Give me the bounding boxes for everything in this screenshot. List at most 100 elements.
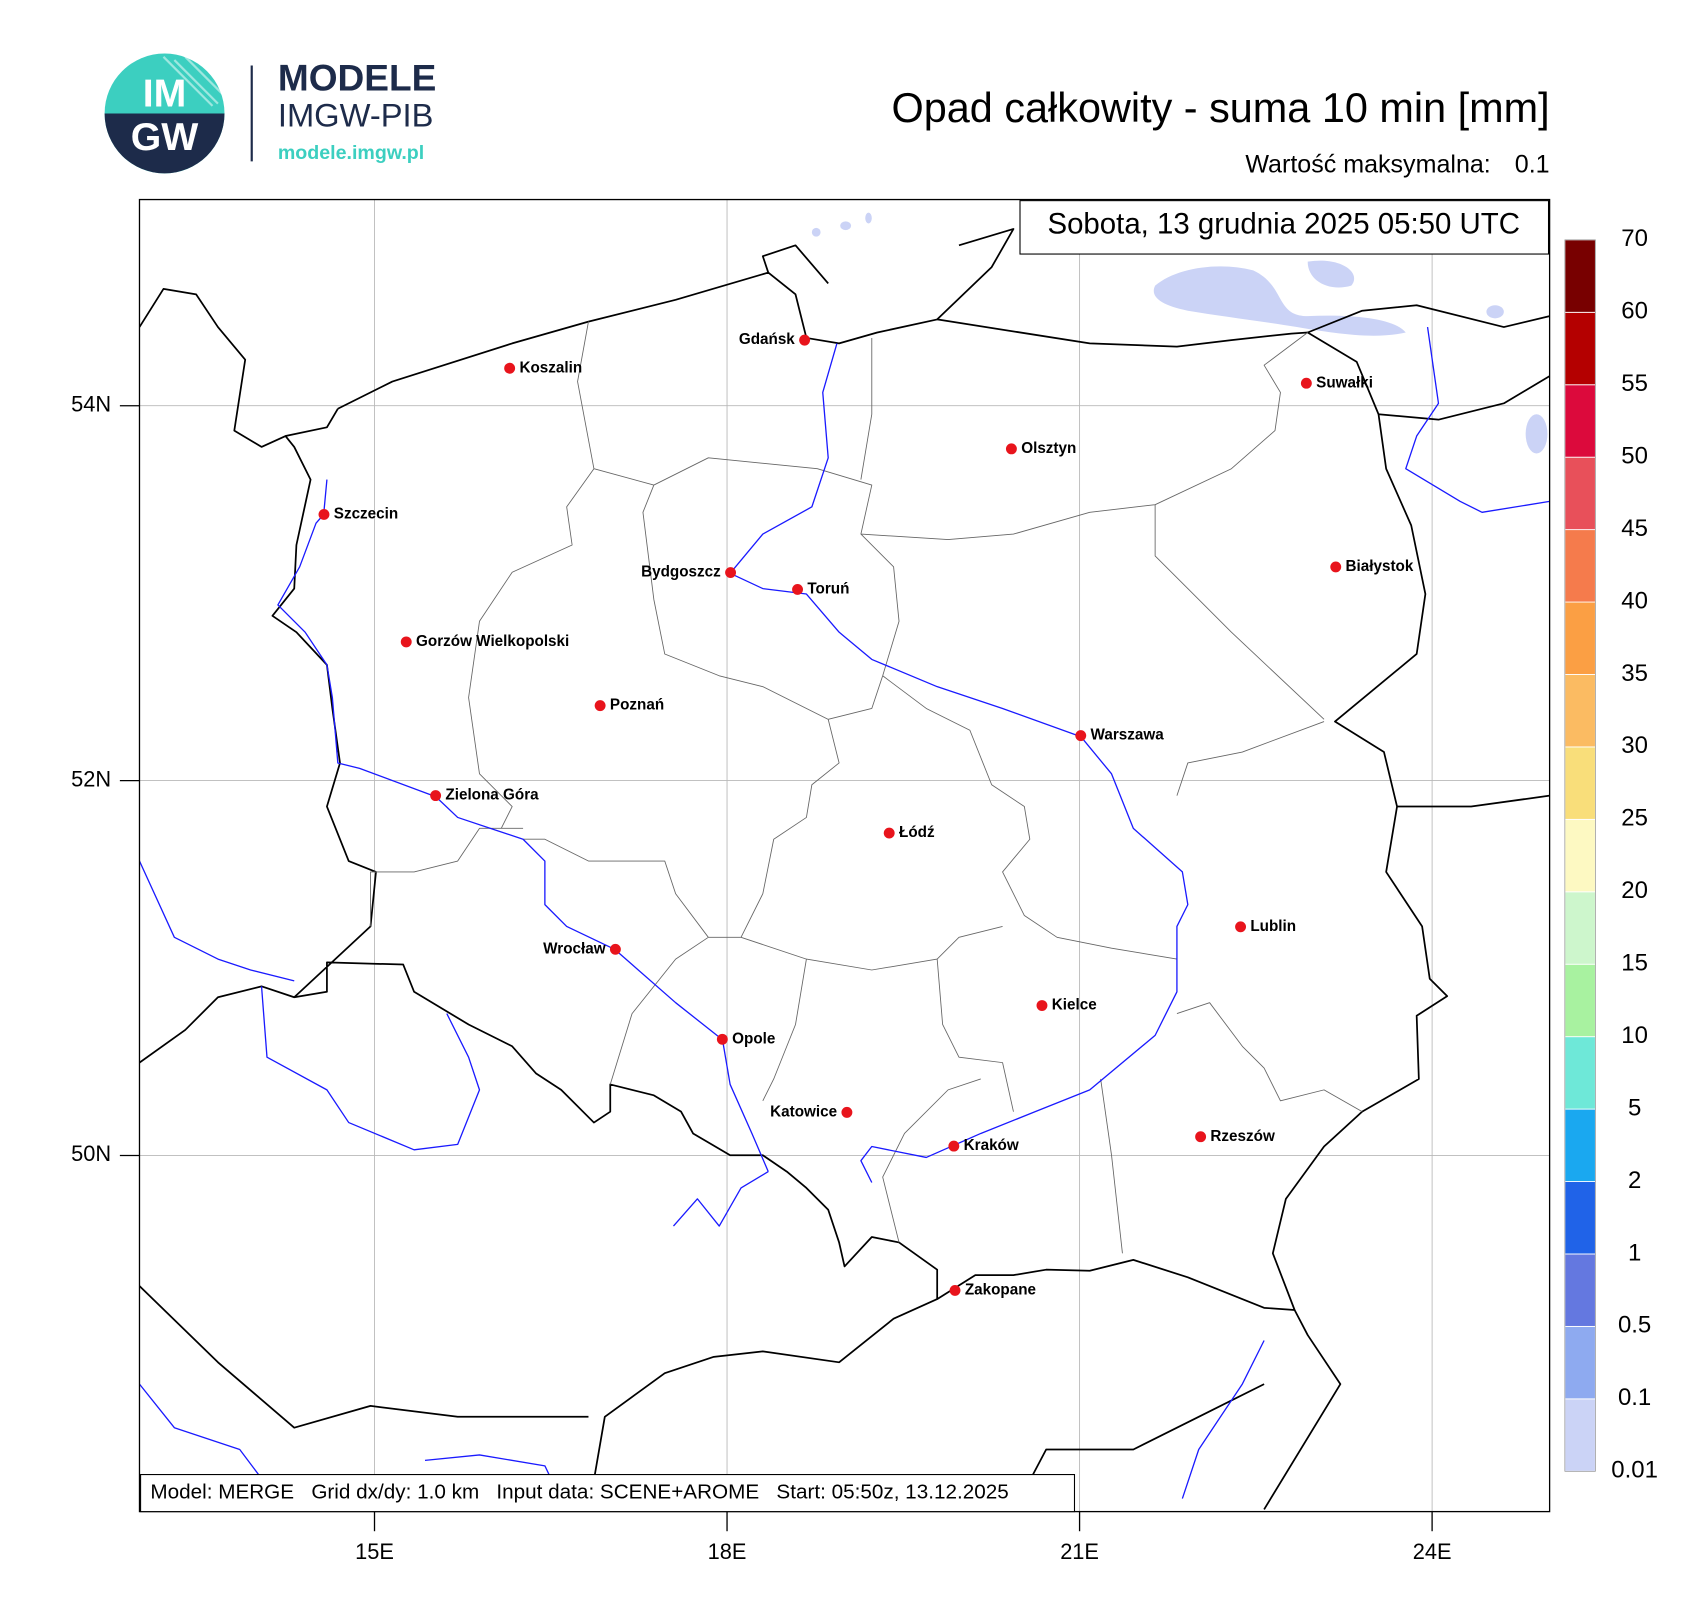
x-tick-label: 24E (1413, 1539, 1452, 1564)
city-label: Lublin (1250, 918, 1296, 935)
colorbar-label: 15 (1621, 950, 1648, 977)
footer-box (140, 1474, 1076, 1513)
x-tick-label: 15E (355, 1539, 394, 1564)
colorbar-label: 55 (1621, 370, 1648, 397)
city-label: Warszawa (1091, 727, 1165, 744)
colorbar-box (1564, 818, 1596, 893)
city-marker (883, 827, 895, 839)
city-marker (1235, 921, 1247, 933)
map-background (139, 199, 1550, 1512)
city-marker (504, 362, 516, 374)
city-marker (792, 583, 803, 595)
city-marker (1075, 730, 1087, 742)
logo-name: MODELE (278, 57, 436, 99)
colorbar-label: 2 (1628, 1167, 1641, 1194)
colorbar-box (1564, 1181, 1596, 1255)
city-label: Opole (732, 1030, 775, 1047)
colorbar-label: 70 (1621, 225, 1648, 252)
city-marker (1005, 443, 1017, 455)
logo: IM GW MODELE IMGW-PIB modele.imgw.pl (104, 53, 436, 174)
footer: Model: MERGE Grid dx/dy: 1.0 km Input da… (150, 1481, 1008, 1504)
city-label: Kielce (1052, 997, 1097, 1014)
city-label: Katowice (770, 1103, 837, 1120)
colorbar-box (1564, 891, 1596, 965)
colorbar-box (1564, 746, 1596, 820)
colorbar-label: 10 (1621, 1022, 1648, 1049)
colorbar-label: 5 (1628, 1094, 1641, 1121)
city-marker (430, 790, 442, 802)
x-tick-label: 18E (708, 1539, 747, 1564)
city-label: Gdańsk (739, 331, 795, 348)
colorbar-box (1564, 1036, 1596, 1110)
colorbar-box (1564, 963, 1596, 1038)
city-label: Szczecin (334, 505, 398, 522)
colorbar-label: 35 (1621, 660, 1648, 687)
colorbar-box (1564, 311, 1596, 386)
city-label: Białystok (1346, 558, 1414, 575)
city-marker (1330, 561, 1342, 573)
max-value: 0.1 (1515, 150, 1550, 178)
x-tick-label: 21E (1060, 1539, 1099, 1564)
colorbar-box (1564, 1108, 1596, 1182)
colorbar-label: 40 (1621, 587, 1648, 614)
map-geometry (139, 212, 1550, 1512)
city-marker (318, 508, 330, 520)
city-marker (609, 943, 621, 955)
city-marker (400, 636, 412, 648)
city-label: Toruń (807, 580, 849, 597)
colorbar-label: 20 (1621, 877, 1648, 904)
date: Sobota, 13 grudnia 2025 05:50 UTC (1047, 207, 1519, 240)
colorbar-label: 1 (1628, 1239, 1641, 1266)
colorbar-label: 50 (1621, 443, 1648, 470)
colorbar-label: 30 (1621, 732, 1648, 759)
colorbar-label: 0.5 (1618, 1312, 1651, 1339)
title: Opad całkowity - suma 10 min [mm] (892, 85, 1550, 131)
colorbar-box (1564, 601, 1596, 675)
city-label: Poznań (610, 697, 664, 714)
y-tick-label: 54N (71, 391, 111, 416)
logo-top: IM (143, 71, 187, 115)
city-label: Zielona Góra (445, 787, 539, 804)
voivodeship-borders (370, 321, 1363, 1254)
max-label: Wartość maksymalna: (1245, 150, 1490, 178)
colorbar-box (1564, 1253, 1596, 1327)
city-marker (716, 1033, 728, 1045)
city-label: Bydgoszcz (641, 564, 721, 581)
city-label: Kraków (964, 1137, 1019, 1154)
colorbar-box (1564, 1325, 1596, 1400)
logo-org: IMGW-PIB (278, 96, 434, 133)
y-tick-label: 50N (71, 1141, 111, 1166)
colorbar-box (1564, 239, 1596, 313)
city-label: Łódź (899, 824, 935, 841)
city-label: Wrocław (543, 940, 606, 957)
colorbar-box (1564, 1398, 1596, 1472)
colorbar-label: 25 (1621, 805, 1648, 832)
logo-url: modele.imgw.pl (278, 142, 424, 164)
logo-bottom: GW (131, 115, 199, 159)
colorbar-label: 45 (1621, 515, 1648, 542)
city-label: Zakopane (965, 1281, 1036, 1298)
city-marker (949, 1284, 961, 1296)
colorbar-box (1564, 456, 1596, 531)
oder (139, 326, 1550, 1512)
colorbar-box (1564, 529, 1596, 603)
city-label: Gorzów Wielkopolski (416, 633, 569, 650)
colorbar-frame (1564, 239, 1596, 1472)
city-marker (948, 1140, 960, 1152)
colorbar-box (1564, 384, 1596, 458)
city-marker (1195, 1131, 1207, 1143)
city-label: Rzeszów (1210, 1128, 1275, 1145)
city-label: Koszalin (519, 359, 582, 376)
city-marker (841, 1106, 853, 1118)
date-box (1019, 200, 1550, 255)
city-label: Suwałki (1316, 374, 1373, 391)
colorbar-label: 0.01 (1611, 1457, 1658, 1484)
colorbar-label: 0.1 (1618, 1384, 1651, 1411)
colorbar-box (1564, 674, 1596, 748)
city-label: Olsztyn (1021, 440, 1076, 457)
y-tick-label: 52N (71, 766, 111, 791)
city-marker (1300, 377, 1312, 389)
city-marker (594, 700, 606, 712)
city-marker (799, 334, 811, 346)
